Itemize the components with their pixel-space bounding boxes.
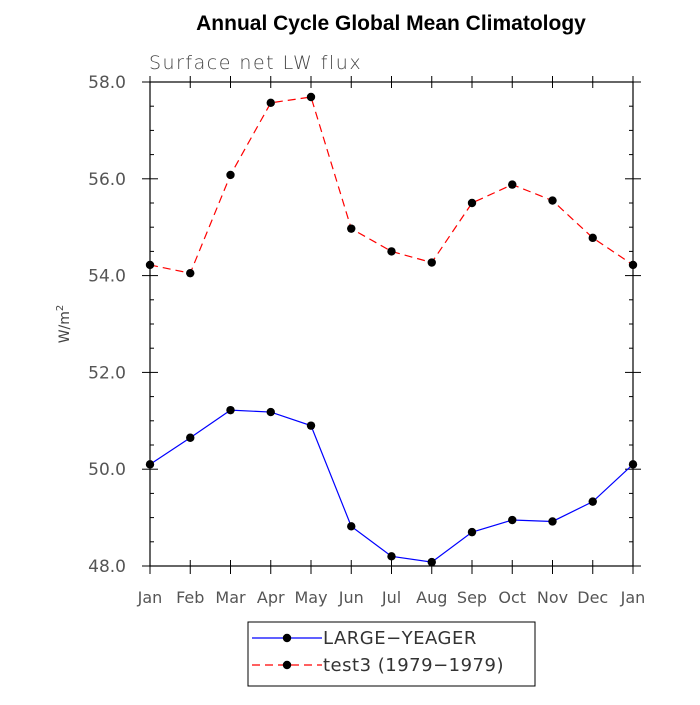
legend-marker-1 <box>282 633 292 643</box>
legend-marker-2 <box>282 660 292 670</box>
series-1-point <box>306 421 316 430</box>
series-1-point <box>145 460 155 469</box>
legend-box <box>247 621 536 687</box>
y-tick-label: 58.0 <box>88 73 126 93</box>
y-axis-label: W/m2 <box>55 305 73 344</box>
y-tick-label: 56.0 <box>88 170 126 190</box>
series-2-point <box>588 233 597 243</box>
legend: LARGE−YEAGER test3 (1979−1979) <box>247 621 536 687</box>
x-tick-label: Sep <box>457 588 487 607</box>
chart-title: Annual Cycle Global Mean Climatology <box>196 12 586 35</box>
series-1-point <box>628 460 638 469</box>
series-line-2 <box>149 96 634 274</box>
x-tick-label: May <box>294 588 327 607</box>
series-1-point <box>186 433 195 442</box>
series-2-point <box>266 98 275 108</box>
axes: 48.0 50.0 52.0 54.0 56.0 58.0 Jan Feb Mar Apr May J… <box>88 73 645 607</box>
x-tick-label: Feb <box>176 588 204 607</box>
series-1-point <box>387 552 396 561</box>
y-tick-label: 50.0 <box>88 460 126 480</box>
x-tick-label: Jul <box>381 588 401 607</box>
series-2-point <box>145 260 155 270</box>
series-1-point <box>266 407 275 417</box>
legend-label-1: LARGE−YEAGER <box>323 628 477 649</box>
series-2-point <box>347 224 356 233</box>
series-2-point <box>508 180 517 189</box>
x-tick-label: Jun <box>338 588 364 607</box>
x-tick-label: Oct <box>498 588 526 607</box>
series-2-point <box>226 170 235 180</box>
plot-frame <box>149 81 634 567</box>
y-tick-label: 48.0 <box>88 557 126 577</box>
x-tick-label: Nov <box>537 588 568 607</box>
series-1-point <box>548 517 557 526</box>
legend-label-2: test3 (1979−1979) <box>323 655 504 676</box>
series-2-point <box>387 247 396 256</box>
y-tick-label: 54.0 <box>88 267 126 287</box>
series-1-point <box>467 527 477 537</box>
series-2-point <box>186 268 195 278</box>
x-tick-label: Apr <box>257 588 285 607</box>
series-layer <box>145 92 638 567</box>
x-tick-label: Mar <box>215 588 246 607</box>
series-line-1 <box>149 409 634 563</box>
series-1-point <box>508 515 517 525</box>
series-2-point <box>628 260 638 270</box>
series-1-point <box>347 522 356 531</box>
x-tick-label: Dec <box>577 588 608 607</box>
x-tick-label: Jan <box>620 588 646 607</box>
chart-subtitle: Surface net LW flux <box>149 52 362 74</box>
y-tick-label: 52.0 <box>88 363 126 383</box>
series-1-point <box>427 557 436 567</box>
series-2-point <box>427 258 436 267</box>
series-1-point <box>588 497 597 506</box>
x-tick-label: Jan <box>137 588 163 607</box>
x-tick-label: Aug <box>416 588 447 607</box>
series-2-point <box>467 198 477 208</box>
series-1-point <box>226 405 235 415</box>
series-2-point <box>548 196 557 205</box>
y-axis-label-superscript: 2 <box>55 305 66 311</box>
series-2-point <box>306 92 316 102</box>
